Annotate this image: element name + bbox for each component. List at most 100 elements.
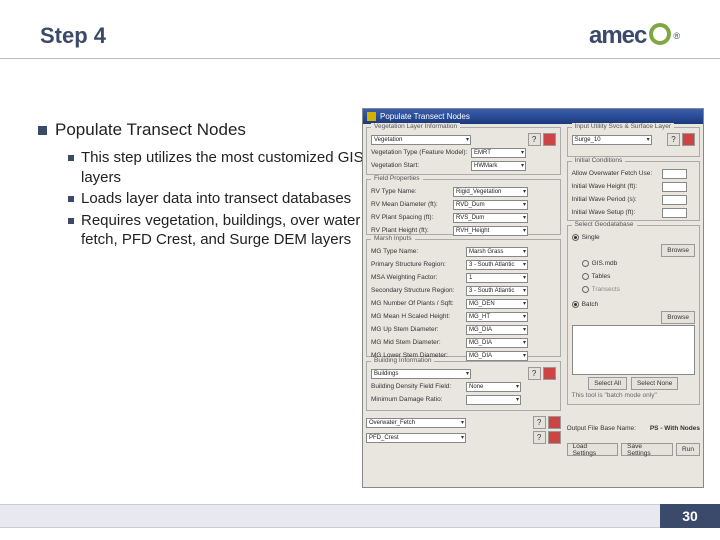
field-label: Vegetation Start: [371,162,471,169]
field-dropdown[interactable]: 3 - South Atlantic [466,286,528,296]
main-bullet: Populate Transect Nodes [38,120,368,140]
close-button[interactable] [543,133,556,146]
run-button[interactable]: Run [676,443,700,456]
veg-type-dropdown[interactable]: EMRT [471,148,526,158]
footer: 30 [0,504,720,528]
field-label: MG Up Stem Diameter: [371,326,466,333]
footer-spacer [0,504,660,528]
building-group: Building Information Buildings ? Buildin… [366,361,561,411]
field-label: Initial Wave Setup (ft): [572,209,662,216]
field-input[interactable] [662,195,687,205]
field-input[interactable] [662,182,687,192]
field-label: RV Mean Diameter (ft): [371,201,453,208]
bullet-icon [68,218,74,224]
field-label: Primary Structure Region: [371,261,466,268]
surge-dropdown[interactable]: Surge_10 [572,135,652,145]
bullet-icon [38,126,47,135]
transects-radio [582,286,589,293]
field-dropdown[interactable]: MG_DIA [466,338,528,348]
load-settings-button[interactable]: Load Settings [567,443,619,456]
marsh-group: Marsh Inputs MG Type Name:Marsh GrassPri… [366,239,561,357]
close-button[interactable] [543,367,556,380]
field-input[interactable] [662,208,687,218]
dialog-title: Populate Transect Nodes [380,112,470,121]
field-input[interactable] [662,169,687,179]
close-button[interactable] [548,431,561,444]
field-label: Initial Wave Period (s): [572,196,662,203]
radio-label: Transects [592,286,620,293]
field-dropdown[interactable]: None [466,382,521,392]
pfd-dropdown[interactable]: PFD_Crest [366,433,466,443]
slide-header: Step 4 amec ® [0,0,720,58]
slide-title: Step 4 [40,23,106,49]
tables-radio [582,273,589,280]
field-dropdown[interactable] [466,395,521,405]
logo: amec ® [589,22,680,50]
browse-button[interactable]: Browse [661,311,695,324]
veg-start-dropdown[interactable]: HWMark [471,161,526,171]
output-label: Output File Base Name: [567,425,636,432]
field-props-group: Field Properties RV Type Name:Rigid_Vege… [366,179,561,235]
initial-group: Initial Conditions Allow Overwater Fetch… [567,161,700,221]
help-button[interactable]: ? [667,133,680,146]
help-button[interactable]: ? [528,367,541,380]
field-dropdown[interactable]: Rigid_Vegetation [453,187,528,197]
overwater-dropdown[interactable]: Overwater_Fetch [366,418,466,428]
field-label: MSA Weighting Factor: [371,274,466,281]
sub-bullet: This step utilizes the most customized G… [68,148,368,187]
field-label: Vegetation Type (Feature Model): [371,149,471,156]
field-dropdown[interactable]: MG_DIA [466,325,528,335]
radio-label: Batch [582,301,599,308]
page-number: 30 [660,504,720,528]
dialog-titlebar: Populate Transect Nodes [363,109,703,124]
sub-bullet-text: Requires vegetation, buildings, over wat… [81,211,368,250]
svcs-group: Input Utility Svcs & Surface Layer Surge… [567,127,700,157]
field-label: MG Mid Stem Diameter: [371,339,466,346]
radio-label: Single [582,234,600,241]
group-title: Initial Conditions [572,157,626,164]
field-dropdown[interactable]: MG_HT [466,312,528,322]
main-bullet-text: Populate Transect Nodes [55,120,246,140]
help-button[interactable]: ? [533,431,546,444]
close-button[interactable] [682,133,695,146]
field-dropdown[interactable]: 3 - South Atlantic [466,260,528,270]
select-all-button[interactable]: Select All [588,377,627,390]
help-button[interactable]: ? [528,133,541,146]
sub-bullet: Loads layer data into transect databases [68,189,368,209]
field-label: Building Density Field Field: [371,383,466,390]
help-button[interactable]: ? [533,416,546,429]
field-dropdown[interactable]: RVD_Dum [453,200,528,210]
field-label: Minimum Damage Ratio: [371,396,466,403]
dialog-screenshot: Populate Transect Nodes Vegetation Layer… [362,108,704,488]
field-label: Secondary Structure Region: [371,287,466,294]
browse-button[interactable]: Browse [661,244,695,257]
close-button[interactable] [548,416,561,429]
group-title: Field Properties [371,175,423,182]
field-dropdown[interactable]: MG_DIA [466,351,528,361]
single-radio[interactable] [572,234,579,241]
field-dropdown[interactable]: 1 [466,273,528,283]
save-settings-button[interactable]: Save Settings [621,443,673,456]
vegetation-dropdown[interactable]: Vegetation [371,135,471,145]
field-label: RV Type Name: [371,188,453,195]
group-title: Input Utility Svcs & Surface Layer [572,123,674,130]
select-none-button[interactable]: Select None [631,377,678,390]
field-label: RV Plant Height (ft): [371,227,453,234]
field-label: MG Mean H Scaled Height: [371,313,466,320]
field-label: Allow Overwater Fetch Use: [572,170,662,177]
logo-circle-icon [649,23,671,45]
divider [0,58,720,59]
bullet-icon [68,155,74,161]
field-dropdown[interactable]: RVS_Dum [453,213,528,223]
field-label: RV Plant Spacing (ft): [371,214,453,221]
field-label: MG Number Of Plants / Sqft: [371,300,466,307]
field-dropdown[interactable]: RVH_Height [453,226,528,236]
field-dropdown[interactable]: Marsh Grass [466,247,528,257]
batch-listbox[interactable] [572,325,695,375]
veg-layer-group: Vegetation Layer Information Vegetation … [366,127,561,175]
geodb-group: Select Geodatabase Single Browse GIS.mdb… [567,225,700,405]
batch-radio[interactable] [572,301,579,308]
buildings-dropdown[interactable]: Buildings [371,369,471,379]
radio-label: GIS.mdb [592,260,618,267]
field-dropdown[interactable]: MG_DEN [466,299,528,309]
